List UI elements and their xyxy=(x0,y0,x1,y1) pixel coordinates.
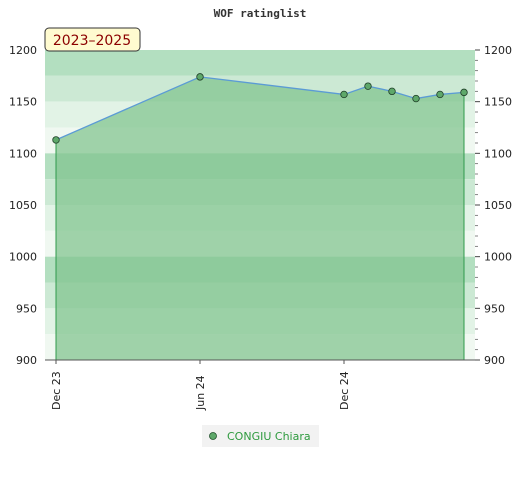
x-tick-label: Jun 24 xyxy=(194,375,207,411)
period-label: 2023–2025 xyxy=(53,33,131,49)
data-point xyxy=(364,82,372,90)
y-tick-label-left: 1050 xyxy=(9,199,37,212)
grid-band xyxy=(45,50,475,76)
legend-label: CONGIU Chiara xyxy=(227,430,311,443)
y-tick-label-left: 1100 xyxy=(9,147,37,160)
data-point xyxy=(436,90,444,99)
y-tick-label-right: 1050 xyxy=(484,199,512,212)
period-badge: 2023–2025 xyxy=(44,27,141,52)
series-line xyxy=(55,76,465,141)
y-tick-label-left: 900 xyxy=(16,354,37,367)
legend[interactable]: CONGIU Chiara xyxy=(202,425,319,447)
data-point xyxy=(196,73,204,81)
series-area xyxy=(56,76,464,360)
chart-title: WOF ratinglist xyxy=(214,7,307,20)
axes: 900 900 950 950 1000 1000 1050 1050 1100 1100 1150… xyxy=(9,44,512,411)
y-tick-label-left: 1200 xyxy=(9,44,37,57)
x-tick-label: Dec 23 xyxy=(50,371,63,410)
data-point xyxy=(388,87,396,96)
data-point xyxy=(412,94,420,103)
y-tick-label-right: 1100 xyxy=(484,147,512,160)
x-tick-label: Dec 24 xyxy=(338,371,351,410)
legend-marker-icon xyxy=(209,432,217,440)
area-layer xyxy=(55,76,465,360)
y-tick-label-right: 950 xyxy=(484,302,505,315)
y-tick-label-right: 900 xyxy=(484,354,505,367)
y-tick-label-right: 1000 xyxy=(484,251,512,264)
data-point xyxy=(340,90,348,99)
y-tick-label-left: 1150 xyxy=(9,96,37,109)
y-tick-label-left: 1000 xyxy=(9,251,37,264)
y-tick-label-left: 950 xyxy=(16,302,37,315)
y-tick-label-right: 1200 xyxy=(484,44,512,57)
data-marks xyxy=(52,73,468,144)
data-point xyxy=(460,88,468,97)
y-tick-label-right: 1150 xyxy=(484,96,512,109)
data-point xyxy=(52,136,60,144)
